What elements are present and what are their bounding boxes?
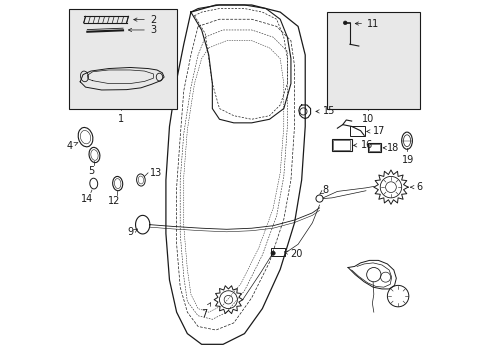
Text: 20: 20 [284, 249, 302, 259]
Text: 5: 5 [88, 166, 95, 176]
Bar [271, 248, 285, 256]
Text: 10: 10 [361, 114, 373, 124]
Bar [367, 143, 381, 152]
Bar [69, 9, 176, 109]
Text: 12: 12 [108, 196, 120, 206]
Bar [349, 126, 364, 136]
Circle shape [343, 21, 346, 24]
Text: 1: 1 [118, 114, 124, 124]
Text: 16: 16 [353, 140, 372, 150]
Text: 6: 6 [409, 182, 421, 192]
Text: 9: 9 [127, 227, 133, 237]
Bar [368, 144, 380, 151]
Text: 3: 3 [128, 25, 156, 35]
Text: 4: 4 [66, 141, 78, 151]
Bar [331, 139, 351, 152]
Bar [333, 140, 349, 150]
Text: 14: 14 [81, 194, 93, 203]
Text: 2: 2 [133, 15, 156, 24]
Bar [326, 12, 419, 109]
Text: 8: 8 [319, 185, 328, 195]
Text: 7: 7 [201, 303, 210, 319]
Circle shape [270, 251, 275, 255]
Text: 19: 19 [401, 155, 413, 165]
Text: 11: 11 [354, 18, 379, 28]
Text: 18: 18 [383, 143, 399, 153]
Text: 15: 15 [315, 107, 335, 116]
Text: 17: 17 [366, 126, 385, 136]
Text: 13: 13 [149, 168, 162, 178]
